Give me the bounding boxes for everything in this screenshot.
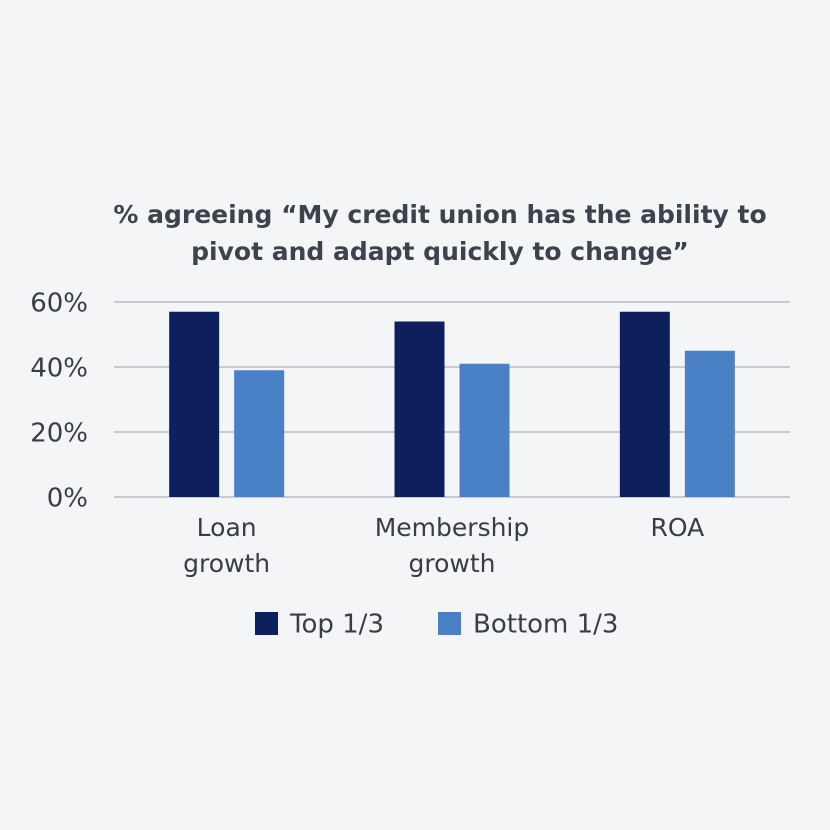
bar (234, 370, 285, 497)
bar (619, 311, 670, 497)
bar (394, 321, 445, 497)
y-tick-label: 60% (30, 289, 88, 319)
legend-label: Top 1/3 (289, 610, 384, 640)
x-tick-label: Membership growth (374, 513, 530, 578)
bar (684, 350, 735, 497)
y-tick-label: 20% (30, 419, 88, 449)
bar (169, 311, 220, 497)
y-tick-label: 40% (30, 354, 88, 384)
legend-swatch (438, 612, 461, 635)
legend-swatch (255, 612, 278, 635)
chart-title: % agreeing “My credit union has the abil… (113, 200, 767, 266)
bar (459, 363, 510, 497)
y-tick-label: 0% (47, 484, 88, 514)
legend-label: Bottom 1/3 (473, 610, 618, 640)
x-tick-label: ROA (650, 513, 705, 542)
x-tick-label: Loan growth (183, 513, 271, 578)
